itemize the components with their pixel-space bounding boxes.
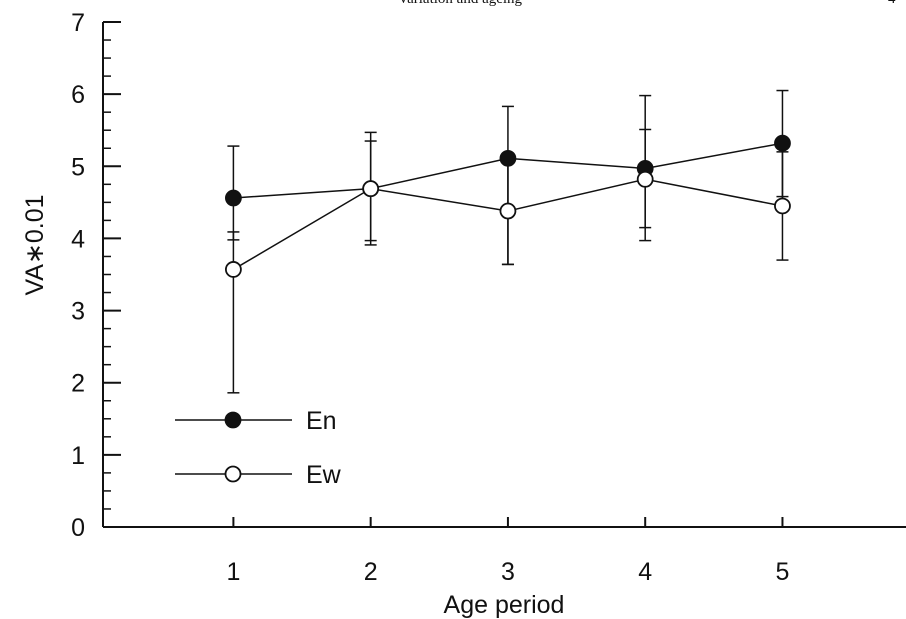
y-tick-label: 3 <box>71 298 85 326</box>
y-tick-label: 6 <box>71 81 85 109</box>
y-tick-label: 7 <box>71 9 85 37</box>
series-points <box>225 134 791 278</box>
page-number: 4 <box>888 0 896 8</box>
legend-marker <box>224 465 242 483</box>
y-tick-label: 1 <box>71 442 85 470</box>
legend-marker <box>224 411 242 429</box>
data-point-ew <box>774 197 791 215</box>
legend-label: Ew <box>306 461 342 489</box>
running-title: Variation and ageing <box>300 0 620 8</box>
x-tick-label: 5 <box>776 558 790 586</box>
data-point-ew <box>499 202 517 220</box>
y-axis-label: VA∗0.01 <box>21 194 49 295</box>
x-tick-label: 2 <box>364 558 378 586</box>
data-point-en <box>499 149 517 167</box>
x-tick-label: 1 <box>226 558 240 586</box>
y-tick-label: 0 <box>71 514 85 542</box>
data-point-ew <box>636 170 654 188</box>
data-point-ew <box>225 261 242 278</box>
data-point-en <box>225 189 242 207</box>
data-point-ew <box>362 180 380 198</box>
chart-legend: En Ew <box>175 407 342 489</box>
y-tick-label: 4 <box>71 225 85 253</box>
legend-label: En <box>306 407 337 435</box>
x-tick-label: 4 <box>638 558 652 586</box>
y-tick-label: 5 <box>71 153 85 181</box>
data-point-en <box>774 134 791 152</box>
error-bars <box>227 89 789 394</box>
x-axis-label: Age period <box>444 591 565 619</box>
chart-axes: 0 1 2 3 4 5 6 7 1 2 3 4 5 <box>71 9 906 586</box>
y-tick-label: 2 <box>71 370 85 398</box>
x-tick-label: 3 <box>501 558 515 586</box>
